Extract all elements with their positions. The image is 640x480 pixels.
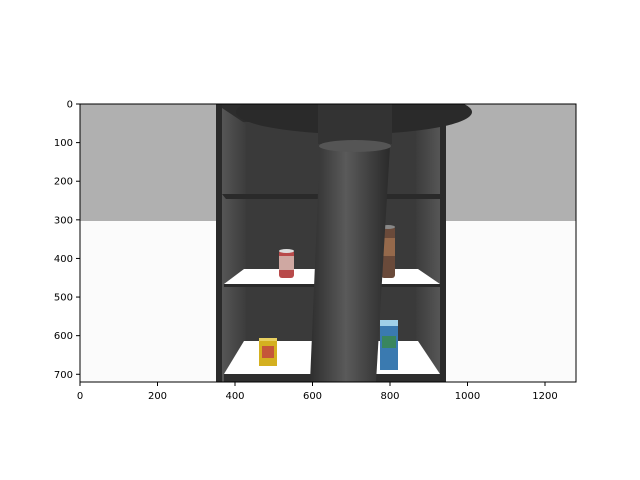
x-tick-label: 1200 — [532, 391, 557, 402]
shelf-right-edge — [440, 104, 446, 382]
rendered-scene-image — [80, 104, 576, 382]
y-tick-label: 300 — [54, 215, 73, 226]
yellow-box — [259, 338, 277, 366]
x-tick-label: 400 — [225, 391, 244, 402]
x-tick-label: 0 — [77, 391, 83, 402]
y-tick-label: 400 — [54, 254, 73, 265]
x-tick-label: 1000 — [455, 391, 480, 402]
y-tick-label: 100 — [54, 138, 73, 149]
x-axis-ticks: 0 200 400 600 800 1000 1200 — [77, 382, 558, 402]
shelf-right-side — [416, 104, 446, 382]
shelf-left-edge — [216, 104, 222, 382]
shelf-unit — [216, 104, 448, 382]
y-axis-ticks: 0 100 200 300 400 500 600 700 — [54, 100, 80, 381]
blue-box — [380, 320, 398, 370]
x-tick-label: 800 — [380, 391, 399, 402]
y-tick-label: 600 — [54, 331, 73, 342]
y-tick-label: 700 — [54, 370, 73, 381]
pillar — [236, 104, 472, 382]
x-tick-label: 200 — [148, 391, 167, 402]
brown-can — [381, 225, 395, 278]
shelf-left-side — [216, 104, 246, 382]
y-tick-label: 0 — [67, 100, 73, 111]
y-tick-label: 500 — [54, 293, 73, 304]
y-tick-label: 200 — [54, 177, 73, 188]
axes-frame — [79, 103, 577, 383]
x-tick-label: 600 — [303, 391, 322, 402]
red-can — [279, 249, 294, 278]
